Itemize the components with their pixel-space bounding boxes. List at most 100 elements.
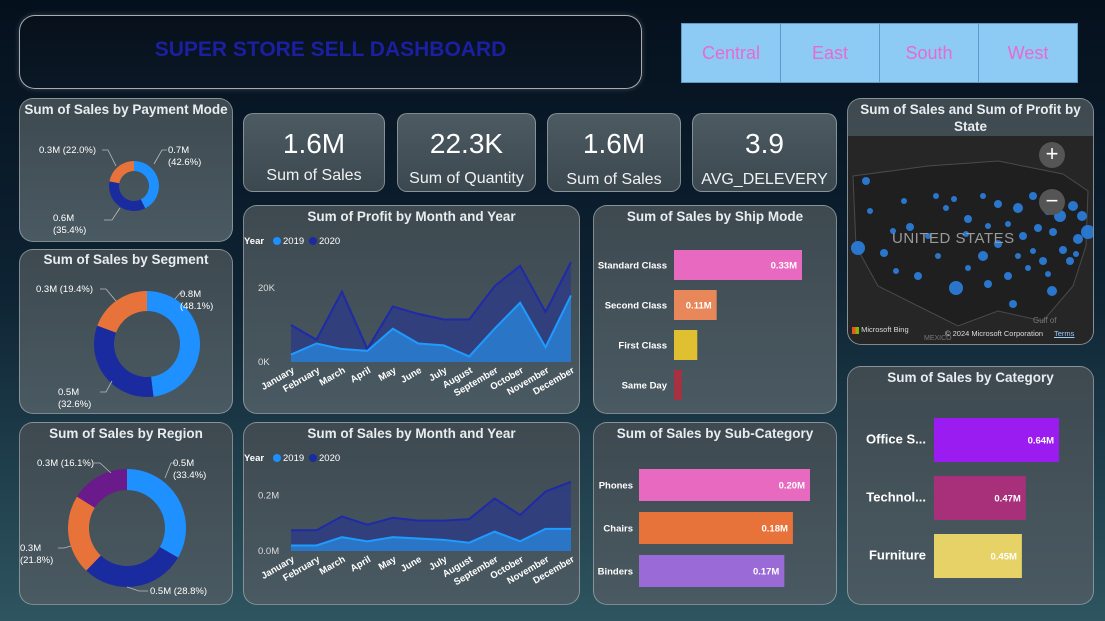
chart-title: Sum of Sales by Category xyxy=(887,370,1054,385)
state-bubble xyxy=(1049,228,1057,236)
state-bubble xyxy=(1068,201,1078,211)
shipmode-bar-panel: Sum of Sales by Ship Mode Standard Class… xyxy=(593,205,837,414)
microsoft-logo-icon xyxy=(852,326,859,334)
x-tick-label: March xyxy=(318,365,348,389)
state-bubble xyxy=(964,215,972,223)
segment-donut-chart: 0.8M(48.1%) 0.5M(32.6%) 0.3M (19.4%) xyxy=(36,284,213,410)
kpi-label: Sum of Sales xyxy=(566,171,662,188)
kpi-label: Sum of Sales xyxy=(266,167,362,184)
legend-label-2020: 2020 xyxy=(319,453,340,464)
donut-slice-label: 0.8M xyxy=(180,289,201,300)
donut-slice xyxy=(109,181,146,211)
state-bubble xyxy=(1073,234,1083,244)
bing-brand: Microsoft Bing xyxy=(861,325,909,334)
state-bubble xyxy=(949,281,963,295)
category-label: Second Class xyxy=(605,301,667,312)
state-bubble xyxy=(985,223,991,229)
donut-slice-label: 0.5M xyxy=(173,458,194,469)
subcategory-bar-panel: Sum of Sales by Sub-Category Phones 0.20M… xyxy=(593,422,837,605)
kpi-value: 1.6M xyxy=(282,128,346,159)
bar-value-label: 0.47M xyxy=(994,494,1020,505)
state-bubble xyxy=(994,240,1002,248)
donut-slice xyxy=(97,291,147,333)
kpi-value: 22.3K xyxy=(429,128,504,159)
bar xyxy=(674,370,682,400)
donut-leader-line xyxy=(100,288,117,302)
category-bar-chart: Office S... 0.64M Technol... 0.47M Furniture… xyxy=(866,418,1059,578)
state-bubble xyxy=(980,193,986,199)
donut-slice-label: 0.3M (16.1%) xyxy=(37,458,94,469)
dashboard-title: SUPER STORE SELL DASHBOARD xyxy=(154,38,507,61)
state-bubble xyxy=(951,196,957,202)
donut-leader-line xyxy=(153,149,167,165)
state-bubble xyxy=(851,241,865,255)
state-bubble xyxy=(1081,225,1093,239)
bar xyxy=(639,512,793,544)
state-bubble xyxy=(880,249,888,257)
donut-leader-line xyxy=(94,462,112,474)
payment-donut-panel: Sum of Sales by Payment Mode 0.7M (42.6%)… xyxy=(19,98,233,242)
map-mexico-label: MEXICO xyxy=(924,335,952,342)
x-tick-label: May xyxy=(377,554,399,573)
x-tick-label: June xyxy=(399,554,424,575)
legend-label-2019: 2019 xyxy=(283,236,304,247)
donut-slice xyxy=(134,161,159,209)
state-bubble xyxy=(963,231,969,237)
state-bubble xyxy=(1019,232,1027,240)
donut-slice xyxy=(109,161,134,184)
donut-leader-line xyxy=(104,207,121,221)
state-bubble xyxy=(906,223,914,231)
category-label: Standard Class xyxy=(598,261,667,272)
subcategory-bar-chart: Phones 0.20M Chairs 0.18M Binders 0.17M xyxy=(598,469,810,587)
profit-area-panel: Sum of Profit by Month and Year Year 2019… xyxy=(243,205,580,414)
bar xyxy=(934,534,1022,578)
bar-value-label: 0.33M xyxy=(771,261,797,272)
legend-marker-2020 xyxy=(309,454,317,462)
chart-title: Sum of Sales by Region xyxy=(49,426,203,441)
donut-slice-label: 0.3M xyxy=(20,543,41,554)
slicer-central[interactable]: Central xyxy=(681,23,781,83)
donut-leader-line xyxy=(174,292,184,300)
slicer-south[interactable]: South xyxy=(879,23,979,83)
state-bubble xyxy=(1004,272,1012,280)
payment-donut-chart: 0.7M(42.6%) 0.6M(35.4%) 0.3M (22.0%) xyxy=(39,145,201,236)
bar-value-label: 0.64M xyxy=(1028,436,1054,447)
category-label: Same Day xyxy=(622,381,668,392)
series-line-2020 xyxy=(290,261,572,352)
donut-leader-line xyxy=(164,462,176,479)
state-bubble xyxy=(925,233,931,239)
slicer-west[interactable]: West xyxy=(978,23,1078,83)
category-label: Office S... xyxy=(866,432,926,447)
state-bubble xyxy=(1025,265,1031,271)
y-tick-label: 20K xyxy=(258,283,276,294)
donut-slice-label: (32.6%) xyxy=(58,399,91,410)
map-terms-link[interactable]: Terms xyxy=(1054,329,1075,338)
state-bubble xyxy=(1045,271,1051,277)
donut-slice xyxy=(94,325,154,397)
donut-leader-line xyxy=(102,149,117,167)
zoom-out-button[interactable]: − xyxy=(1039,189,1065,215)
chart-title: Sum of Sales by Sub-Category xyxy=(616,426,814,441)
donut-slice xyxy=(127,469,186,558)
bar-value-label: 0.17M xyxy=(753,567,779,578)
legend-label-2019: 2019 xyxy=(283,453,304,464)
state-bubble xyxy=(1029,192,1037,200)
bar xyxy=(674,330,698,360)
donut-leader-line xyxy=(58,545,72,549)
state-bubble xyxy=(984,280,992,288)
map-attribution: © 2024 Microsoft Corporation xyxy=(945,329,1044,338)
us-bubble-map[interactable] xyxy=(848,136,1093,344)
kpi-value: 3.9 xyxy=(745,128,784,159)
us-landmass xyxy=(852,160,1089,327)
series-line-2019 xyxy=(290,294,572,358)
bar-value-label: 0.11M xyxy=(686,301,712,312)
slicer-east[interactable]: East xyxy=(780,23,880,83)
donut-slice xyxy=(147,291,201,397)
chart-title: Sum of Sales and Sum of Profit by State xyxy=(860,102,1081,134)
series-line-2019 xyxy=(291,527,571,547)
zoom-in-button[interactable]: + xyxy=(1039,142,1065,168)
category-bar-panel: Sum of Sales by Category Office S... 0.64… xyxy=(847,366,1094,605)
legend-marker-2019 xyxy=(273,237,281,245)
kpi-card-sales-2: 1.6M Sum of Sales xyxy=(547,113,681,192)
